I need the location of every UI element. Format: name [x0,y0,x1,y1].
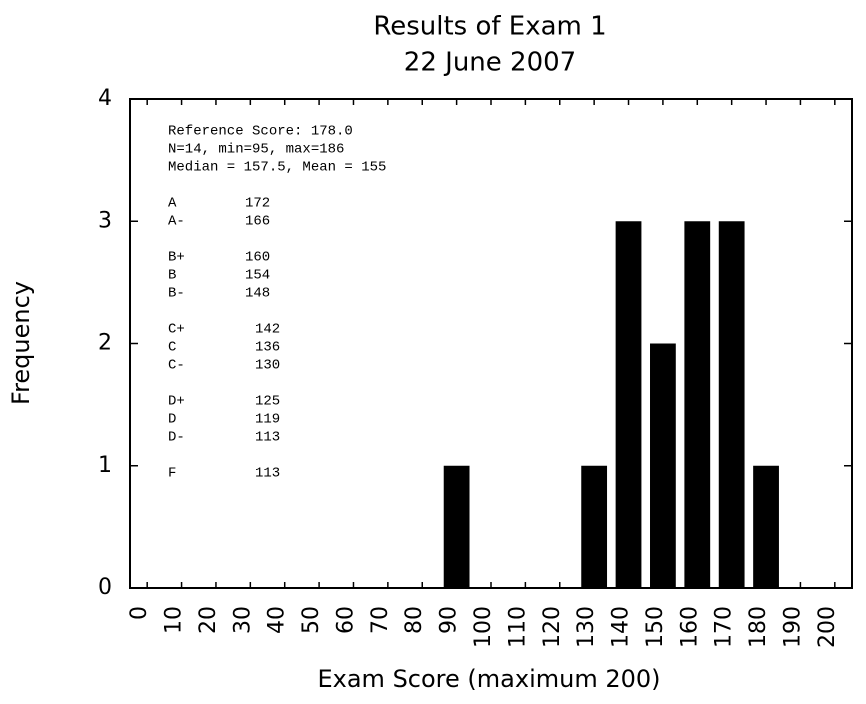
x-tick-label: 140 [609,606,634,648]
x-tick-label: 120 [540,606,565,648]
y-tick-label: 4 [98,86,112,111]
x-tick-label: 70 [368,606,393,634]
grade-score: 142 [255,322,280,338]
grade-letter: A [168,196,177,212]
annotation: Reference Score: 178.0 [168,124,353,140]
grade-score: 130 [255,358,280,374]
bar [443,465,470,588]
bar [718,221,745,588]
grade-letter: D- [168,430,185,446]
y-tick-label: 1 [98,453,112,478]
bar [581,465,608,588]
x-tick-label: 110 [505,606,530,648]
grade-letter: B- [168,286,185,302]
grade-letter: D+ [168,394,185,410]
grade-score: 136 [255,340,280,356]
y-tick-label: 2 [98,331,112,356]
x-tick-label: 60 [333,606,358,634]
x-tick-label: 180 [746,606,771,648]
bar [684,221,711,588]
grade-letter: B [168,268,176,284]
x-tick-label: 130 [574,606,599,648]
x-tick-label: 100 [471,606,496,648]
annotation: N=14, min=95, max=186 [168,142,344,158]
bar [650,343,676,588]
grade-score: 119 [255,412,280,428]
grade-score: 113 [255,430,280,446]
x-tick-label: 40 [265,606,290,634]
grade-score: 125 [255,394,280,410]
y-tick-label: 3 [98,208,112,233]
x-tick-label: 80 [402,606,427,634]
grade-letter: C- [168,358,185,374]
y-axis-label: Frequency [7,281,35,405]
annotation: Median = 157.5, Mean = 155 [168,160,386,176]
x-tick-label: 30 [230,606,255,634]
x-tick-label: 50 [299,606,324,634]
grade-letter: C+ [168,322,185,338]
grade-letter: F [168,466,176,482]
y-tick-label: 0 [98,575,112,600]
x-tick-label: 200 [815,606,840,648]
grade-letter: C [168,340,176,356]
x-tick-label: 90 [437,606,462,634]
bar [753,465,779,588]
grade-score: 160 [245,250,270,266]
grade-letter: D [168,412,176,428]
grade-score: 166 [245,214,270,230]
x-axis-label: Exam Score (maximum 200) [317,665,660,693]
x-tick-label: 170 [712,606,737,648]
grade-letter: B+ [168,250,185,266]
x-tick-label: 20 [196,606,221,634]
chart-subtitle: 22 June 2007 [404,48,576,78]
x-tick-label: 150 [643,606,668,648]
x-tick-label: 0 [127,606,152,620]
x-tick-label: 160 [677,606,702,648]
x-tick-label: 190 [780,606,805,648]
grade-score: 113 [255,466,280,482]
x-tick-label: 10 [162,606,187,634]
grade-score: 148 [245,286,270,302]
chart-title: Results of Exam 1 [373,12,606,42]
grade-letter: A- [168,214,185,230]
grade-score: 154 [245,268,270,284]
grade-score: 172 [245,196,270,212]
bar [615,221,642,588]
